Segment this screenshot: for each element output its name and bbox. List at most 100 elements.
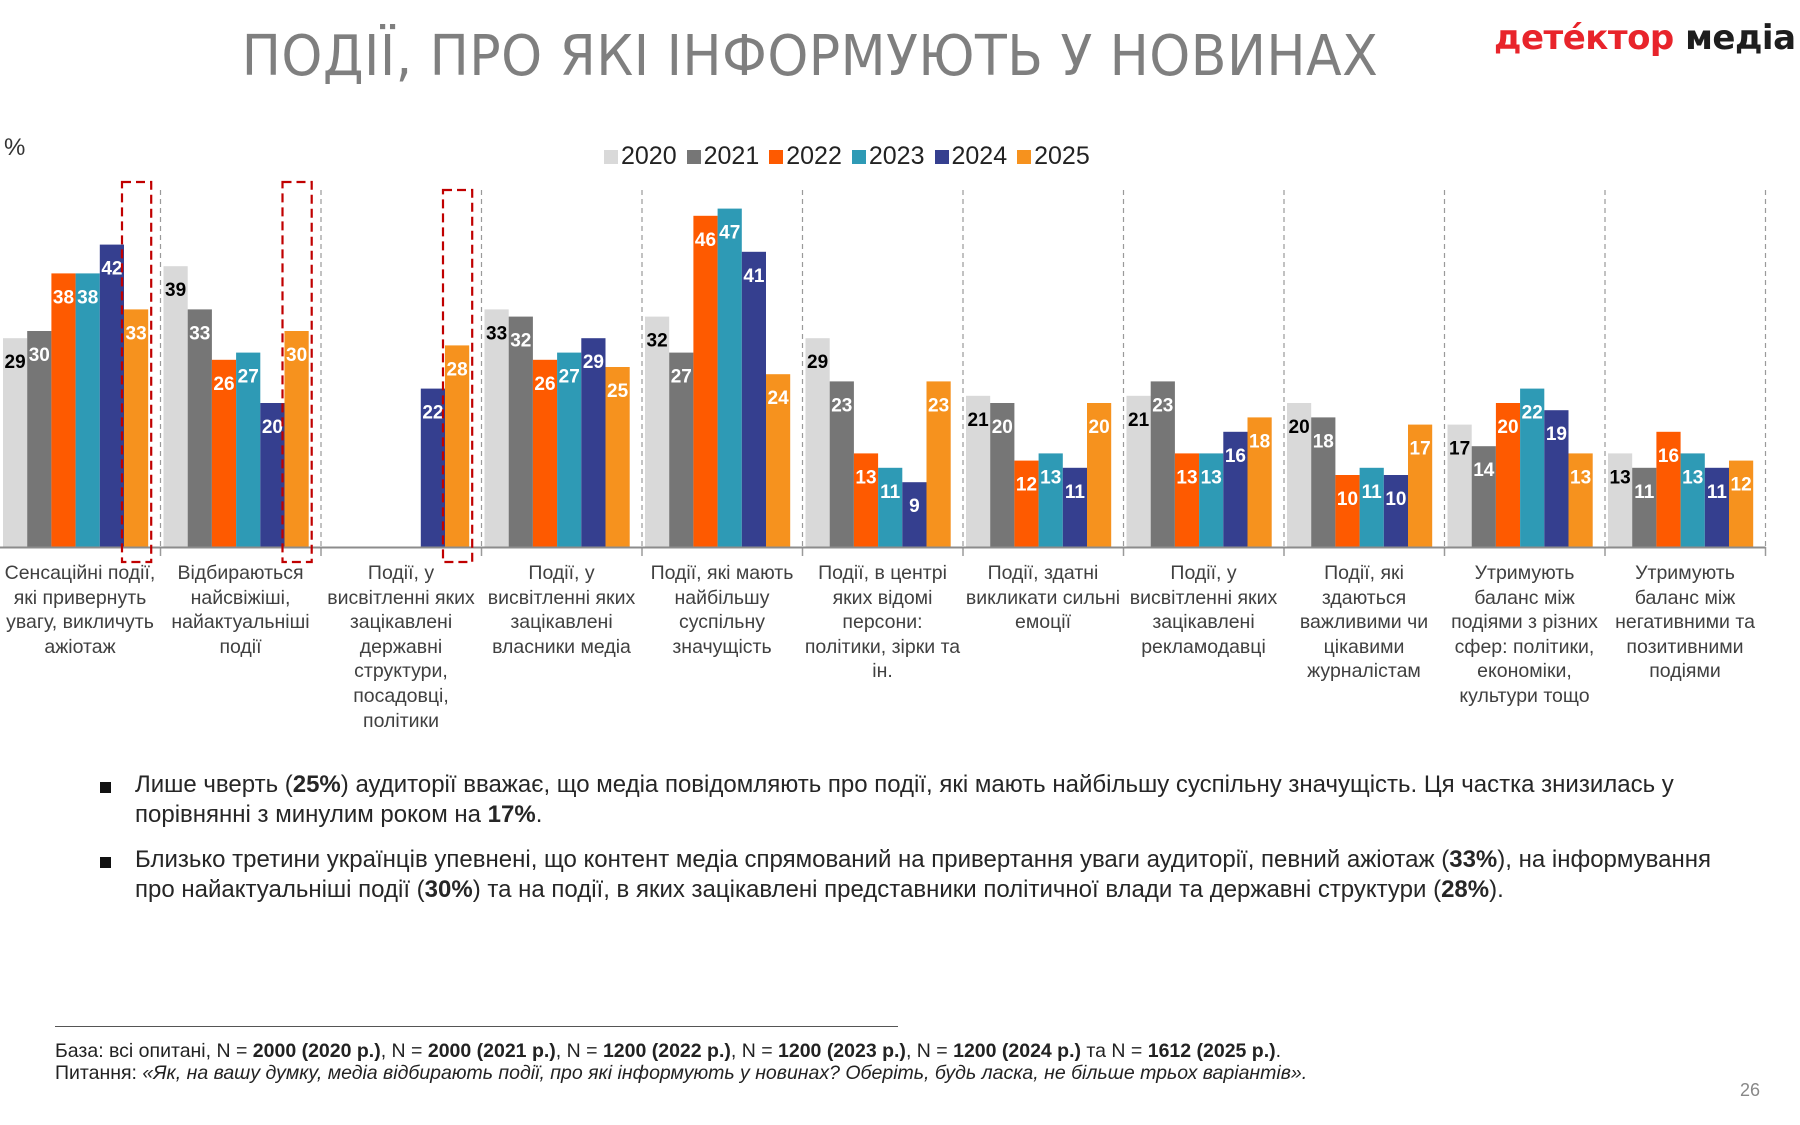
data-label: 41: [743, 266, 765, 287]
bar-2023: [878, 467, 903, 547]
data-label: 13: [1682, 467, 1703, 488]
bar-2021: [1632, 467, 1657, 547]
data-label: 10: [1337, 489, 1358, 510]
text-segment: Лише чверть (: [135, 771, 293, 798]
footnote-divider: [55, 1026, 898, 1027]
bar-2021: [27, 331, 52, 547]
text-segment: , N =: [555, 1040, 603, 1062]
data-label: 23: [1152, 395, 1173, 416]
bar-2021: [990, 403, 1015, 547]
data-label: 18: [1313, 431, 1334, 452]
data-label: 9: [909, 496, 920, 517]
data-label: 10: [1385, 489, 1406, 510]
text-segment: .: [1275, 1040, 1282, 1062]
emphasis-value: 2000 (2021 р.): [427, 1040, 556, 1062]
bar-2025: [284, 331, 309, 547]
highlight-box: [281, 180, 313, 564]
text-segment: Близько третини українців упевнені, що к…: [135, 846, 1450, 873]
text-segment: ), на інформування про найактуальніші по…: [135, 846, 1711, 903]
bar-2023: [1359, 467, 1384, 547]
text-segment: ) та на події, в яких зацікавлені предст…: [472, 876, 1442, 903]
highlight-box: [441, 188, 474, 564]
data-label: 11: [1634, 482, 1655, 503]
category-label: Відбираються найсвіжіші, найактуальніші …: [171, 562, 310, 658]
page-number: 26: [1740, 1080, 1761, 1100]
legend-item-2024: 2024: [934, 142, 1008, 171]
data-label: 30: [29, 345, 50, 366]
bar-2024: [1223, 431, 1248, 547]
data-label: 11: [1707, 482, 1728, 503]
category-label: Сенсаційні події, які привернуть увагу, …: [4, 562, 156, 658]
bar-2021: [1311, 417, 1336, 547]
data-label: 13: [1040, 467, 1061, 488]
data-label: 19: [1546, 424, 1567, 445]
text-segment: База: всі опитані, N =: [55, 1040, 253, 1062]
data-label: 20: [1289, 417, 1310, 438]
bar-2025: [1247, 417, 1272, 547]
bar-2021: [187, 309, 212, 547]
data-label: 16: [1658, 446, 1679, 467]
bar-2024: [741, 251, 766, 548]
legend-swatch: [1017, 149, 1032, 164]
legend-item-2023: 2023: [851, 142, 925, 171]
data-label: 29: [807, 352, 828, 373]
text-segment: ).: [1489, 876, 1504, 903]
square-bullet-icon: [100, 857, 111, 868]
legend-swatch: [604, 149, 618, 164]
bar-2021: [508, 316, 533, 547]
data-label: 13: [1201, 467, 1222, 488]
data-label: 21: [1128, 410, 1150, 431]
bar-2024: [581, 338, 606, 547]
bar-2023: [1038, 453, 1063, 547]
legend-swatch: [934, 149, 949, 164]
data-label: 11: [1065, 482, 1086, 503]
bar-2022: [51, 273, 76, 547]
bar-2022: [853, 453, 879, 547]
data-label: 17: [1410, 439, 1431, 460]
legend-item-2022: 2022: [769, 142, 842, 171]
bar-2022: [693, 215, 718, 548]
bar-2024: [1062, 467, 1087, 547]
emphasis-value: 2000 (2020 р.): [252, 1040, 381, 1062]
bar-2024: [1704, 467, 1729, 547]
data-label: 23: [928, 395, 949, 416]
data-label: 21: [968, 410, 990, 431]
text-segment: ) аудиторії вважає, що медіа повідомляют…: [135, 771, 1674, 828]
data-label: 20: [992, 417, 1013, 438]
text-segment: та N =: [1081, 1040, 1148, 1062]
data-label: 29: [583, 352, 604, 373]
emphasis-value: 33%: [1449, 846, 1498, 873]
data-label: 12: [1016, 475, 1037, 496]
data-label: 30: [286, 345, 307, 366]
bar-2024: [1383, 475, 1408, 547]
footnote: База: всі опитані, N = 2000 (2020 р.), N…: [55, 1040, 1307, 1084]
bar-2021: [1150, 381, 1175, 547]
category-label: Події, в центрі яких відомі персони: пол…: [804, 562, 961, 683]
legend-item-2021: 2021: [686, 142, 759, 171]
data-label: 29: [5, 352, 26, 373]
question-label: Питання:: [55, 1062, 143, 1084]
bar-2020: [163, 266, 188, 547]
data-label: 13: [1610, 467, 1631, 488]
bar-2020: [1126, 395, 1151, 547]
category-label: Події, які мають найбільшу суспільну зна…: [650, 562, 794, 658]
bar-2023: [557, 352, 582, 547]
data-label: 33: [486, 323, 507, 344]
page-title: ПОДІЇ, ПРО ЯКІ ІНФОРМУЮТЬ У НОВИНАХ: [241, 24, 1379, 89]
data-label: 17: [1449, 439, 1470, 460]
data-label: 26: [534, 374, 555, 395]
highlight-box: [120, 180, 153, 564]
data-label: 38: [53, 287, 74, 308]
legend-label: 2024: [951, 142, 1008, 170]
bar-2022: [211, 359, 237, 547]
bar-2025: [445, 345, 470, 547]
text-segment: .: [535, 801, 543, 828]
category-label: Утримують баланс між негативними та пози…: [1615, 562, 1755, 683]
footnote-base: База: всі опитані, N = 2000 (2020 р.), N…: [55, 1040, 1307, 1062]
bar-2024: [420, 388, 445, 547]
category-label: Утримують баланс між подіями з різних сф…: [1451, 562, 1598, 707]
text-segment: , N =: [380, 1040, 428, 1062]
data-label: 27: [671, 367, 692, 388]
bar-2020: [484, 309, 509, 547]
